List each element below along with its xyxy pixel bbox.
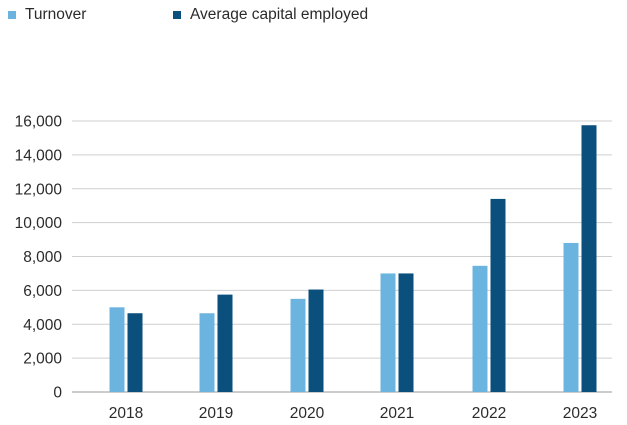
x-tick-label: 2021 xyxy=(380,405,414,422)
bars xyxy=(109,125,597,392)
bar-turnover-2018 xyxy=(109,307,125,392)
bar-capital-employed-2021 xyxy=(398,273,414,392)
y-tick-label: 12,000 xyxy=(15,181,63,198)
bar-turnover-2020 xyxy=(290,298,306,392)
bar-capital-employed-2023 xyxy=(581,125,597,392)
bar-turnover-2019 xyxy=(199,313,215,392)
y-tick-label: 6,000 xyxy=(23,283,62,300)
x-tick-label: 2019 xyxy=(199,405,233,422)
x-tick-label: 2018 xyxy=(109,405,143,422)
legend-swatch-turnover xyxy=(8,11,16,19)
legend-item-capital-employed: Average capital employed xyxy=(173,6,368,24)
y-tick-label: 10,000 xyxy=(15,215,63,232)
x-tick-label: 2023 xyxy=(563,405,597,422)
bar-capital-employed-2022 xyxy=(490,198,506,392)
y-tick-label: 4,000 xyxy=(23,317,62,334)
bar-turnover-2021 xyxy=(380,273,396,392)
bar-turnover-2022 xyxy=(472,265,488,392)
legend-label-turnover: Turnover xyxy=(25,6,87,23)
y-tick-label: 14,000 xyxy=(15,147,63,164)
bar-capital-employed-2018 xyxy=(127,313,143,392)
bar-capital-employed-2020 xyxy=(308,289,324,392)
bar-capital-employed-2019 xyxy=(217,294,233,392)
y-tick-label: 2,000 xyxy=(23,351,62,368)
legend-item-turnover: Turnover xyxy=(8,6,86,24)
bar-turnover-2023 xyxy=(563,242,579,392)
legend-swatch-capital-employed xyxy=(173,11,181,19)
y-tick-label: 16,000 xyxy=(15,114,63,131)
legend-label-capital-employed: Average capital employed xyxy=(190,6,369,23)
x-axis-labels: 2018 2019 2020 2021 2022 2023 xyxy=(109,405,597,422)
x-tick-label: 2020 xyxy=(290,405,325,422)
x-tick-label: 2022 xyxy=(472,405,506,422)
y-tick-label: 0 xyxy=(53,385,62,402)
y-tick-label: 8,000 xyxy=(23,249,62,266)
gridlines xyxy=(72,120,612,393)
y-axis-labels: 0 2,000 4,000 6,000 8,000 10,000 12,000 14,000 1… xyxy=(15,114,63,402)
